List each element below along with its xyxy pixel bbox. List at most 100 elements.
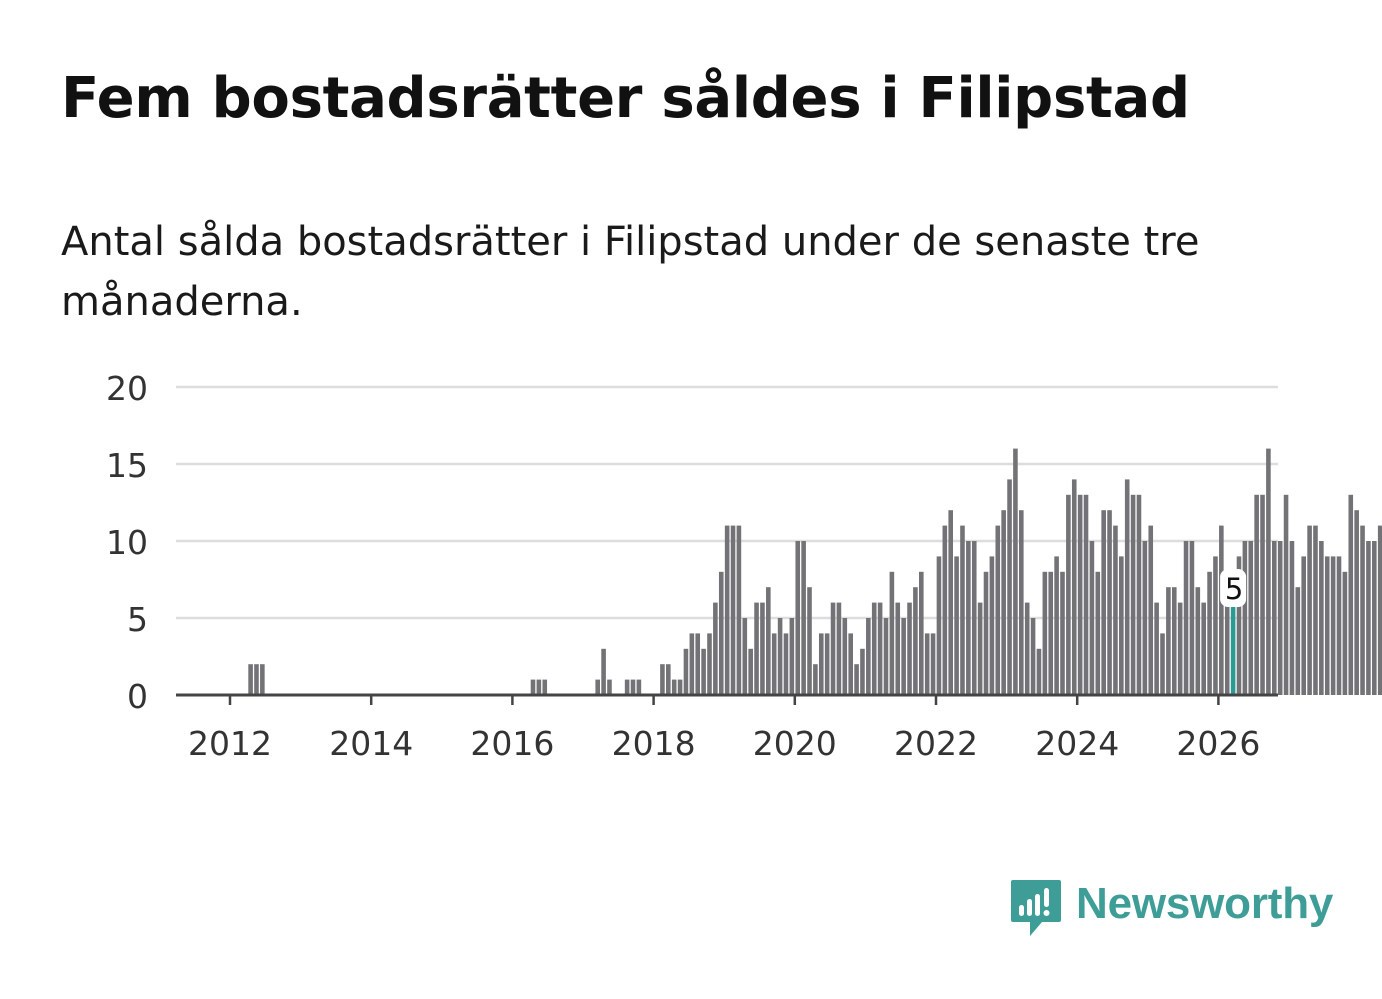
bar (718, 571, 724, 695)
bar (807, 587, 812, 695)
x-axis-ticks: 2012 2014 2016 2018 2020 2022 2024 2026 (188, 695, 1260, 763)
bar (1313, 525, 1318, 695)
bar (954, 556, 959, 695)
bar (760, 602, 765, 695)
bar (1142, 541, 1148, 695)
bar (624, 679, 630, 695)
bar (530, 679, 536, 695)
bar (818, 633, 824, 695)
bar (1307, 525, 1312, 695)
bar (977, 602, 983, 695)
bar (1113, 525, 1118, 695)
bar (960, 525, 965, 695)
bar (895, 602, 901, 695)
bar (1160, 633, 1165, 695)
bar (919, 571, 924, 695)
bar (936, 556, 942, 695)
bar (1354, 510, 1359, 695)
bar (748, 648, 753, 695)
brand-logo: Newsworthy (1010, 878, 1333, 940)
bar (1042, 571, 1048, 695)
page-title: Fem bostadsrätter såldes i Filipstad (61, 66, 1190, 131)
bar (777, 618, 783, 695)
bar (1201, 602, 1206, 695)
bar (1342, 571, 1348, 695)
x-tick-label: 2014 (329, 724, 413, 763)
bar (636, 679, 642, 695)
bar (1136, 494, 1142, 695)
bar (1236, 556, 1242, 695)
bar (866, 618, 871, 695)
x-tick-label: 2012 (188, 724, 272, 763)
bar (995, 525, 1001, 695)
bar (924, 633, 930, 695)
bar (1089, 541, 1095, 695)
bars (248, 448, 1382, 695)
bar (660, 664, 665, 695)
bar (1154, 602, 1159, 695)
bar (542, 679, 548, 695)
bar (601, 648, 606, 695)
bar (754, 602, 759, 695)
highlight-value-label: 5 (1220, 569, 1247, 607)
bar (1207, 571, 1212, 695)
bar (1348, 494, 1354, 695)
bar-highlight (1230, 571, 1236, 695)
x-tick-label: 2026 (1176, 724, 1260, 763)
bar (795, 541, 801, 695)
bar (1077, 494, 1083, 695)
bar (883, 618, 889, 695)
bar (595, 679, 600, 695)
bar (707, 633, 712, 695)
bar (1177, 602, 1183, 695)
bar (824, 633, 830, 695)
bar (783, 633, 789, 695)
bar (942, 525, 948, 695)
bar (1248, 541, 1254, 695)
bar (736, 525, 742, 695)
bar (1254, 494, 1259, 695)
bar (1024, 602, 1030, 695)
bar (1266, 448, 1271, 695)
bar (1107, 510, 1112, 695)
bar (695, 633, 701, 695)
bar (1366, 541, 1371, 695)
bar (1036, 648, 1042, 695)
bar (713, 602, 718, 695)
bar (1277, 541, 1283, 695)
bar (1377, 525, 1382, 695)
bar (724, 525, 730, 695)
bar (1272, 541, 1277, 695)
bar (789, 618, 795, 695)
bar (1119, 556, 1124, 695)
y-tick-label: 5 (127, 600, 148, 639)
bar (1083, 494, 1089, 695)
bar (983, 571, 989, 695)
bar (1330, 556, 1336, 695)
bar (771, 633, 777, 695)
x-tick-label: 2020 (753, 724, 837, 763)
bar (689, 633, 695, 695)
bar (913, 587, 918, 695)
bar (1195, 587, 1201, 695)
bar (1019, 510, 1024, 695)
bar (766, 587, 771, 695)
data-labels: 5 (1220, 569, 1247, 607)
bar (1260, 494, 1265, 695)
bar (248, 664, 253, 695)
y-tick-label: 10 (106, 523, 148, 562)
bar (813, 664, 818, 695)
bar (1242, 541, 1248, 695)
bar (854, 664, 859, 695)
bar (1360, 525, 1365, 695)
bar (1030, 618, 1036, 695)
newsworthy-logo-icon (1011, 880, 1061, 936)
bar (871, 602, 877, 695)
bar (536, 679, 542, 695)
bar (1171, 587, 1177, 695)
bar (742, 618, 748, 695)
bar (971, 541, 977, 695)
bar (701, 648, 706, 695)
bar (801, 541, 806, 695)
